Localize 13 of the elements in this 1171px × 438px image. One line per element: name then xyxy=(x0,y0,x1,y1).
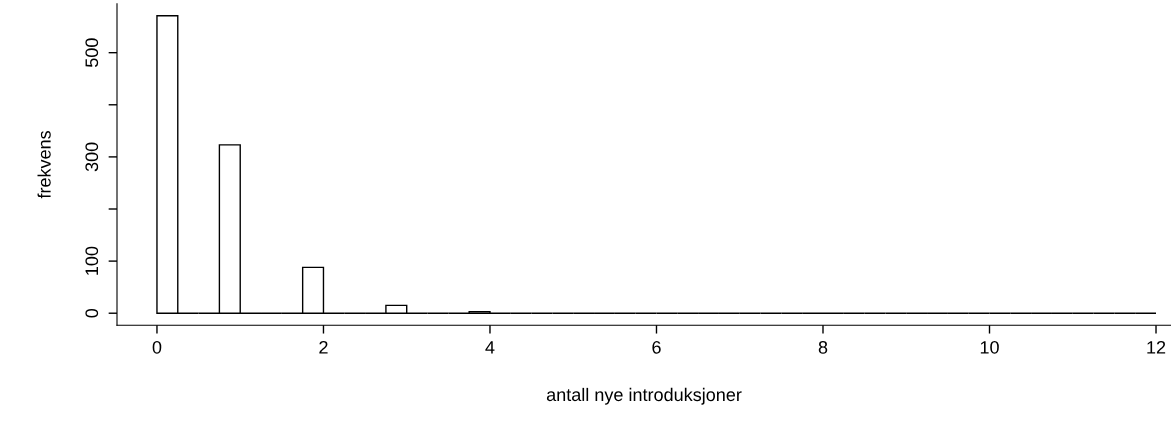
x-tick-label: 8 xyxy=(818,340,828,354)
x-tick-label: 4 xyxy=(485,341,495,354)
x-tick-label: 2 xyxy=(319,340,328,354)
x-tick-label: 6 xyxy=(652,340,661,354)
y-tick-label: 500 xyxy=(85,38,99,68)
x-tick-label: 10 xyxy=(980,340,999,354)
x-axis-title: antall nye introduksjoner xyxy=(546,387,742,405)
x-tick-label: 12 xyxy=(1147,340,1166,354)
y-tick-label: 100 xyxy=(85,246,99,275)
y-tick-label: 0 xyxy=(85,308,99,318)
y-axis-title: frekvens xyxy=(37,130,51,199)
x-tick-label: 0 xyxy=(152,340,162,354)
y-tick-label: 300 xyxy=(85,142,99,172)
